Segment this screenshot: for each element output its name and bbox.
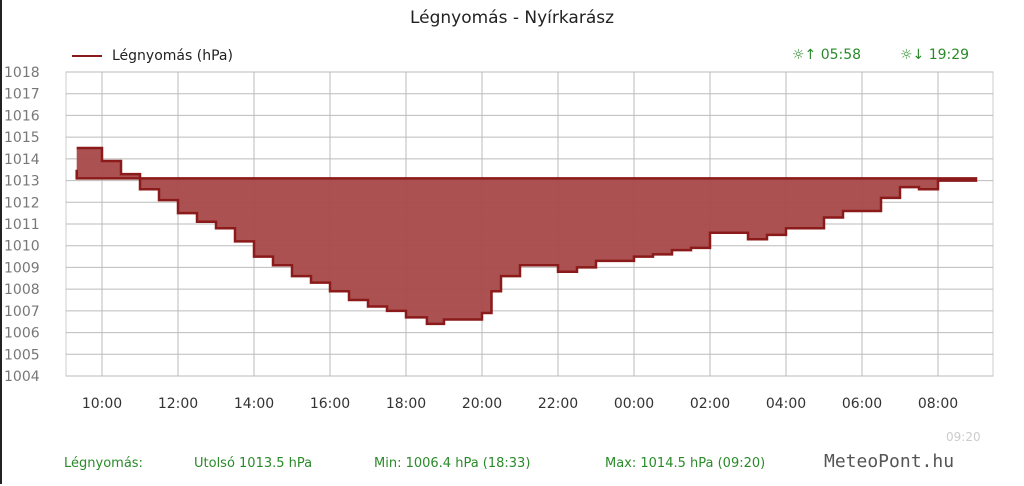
y-tick-label: 1005 — [4, 347, 40, 363]
sunrise-time: ☼↑ 05:58 — [792, 47, 862, 63]
y-tick-label: 1016 — [4, 108, 40, 124]
footer-last: Utolsó 1013.5 hPa — [194, 456, 313, 471]
x-tick-label: 06:00 — [842, 396, 882, 412]
x-tick-label: 02:00 — [690, 396, 730, 412]
x-tick-label: 16:00 — [310, 396, 350, 412]
x-tick-label: 18:00 — [386, 396, 426, 412]
legend-label: Légnyomás (hPa) — [112, 48, 233, 64]
update-time: 09:20 — [946, 430, 981, 444]
y-tick-label: 1009 — [4, 260, 40, 276]
footer-max: Max: 1014.5 hPa (09:20) — [605, 456, 766, 471]
y-tick-label: 1007 — [4, 304, 40, 320]
sunset-time: ☼↓ 19:29 — [900, 47, 970, 63]
footer-min: Min: 1006.4 hPa (18:33) — [374, 456, 531, 471]
y-tick-label: 1014 — [4, 152, 40, 168]
x-tick-label: 04:00 — [766, 396, 806, 412]
y-tick-label: 1015 — [4, 130, 40, 146]
y-tick-label: 1018 — [4, 65, 40, 81]
y-tick-label: 1011 — [4, 217, 40, 233]
pressure-chart: 1018 1017 1016 1015 1014 1013 1012 1011 1010 1009… — [4, 65, 994, 412]
x-tick-label: 10:00 — [82, 396, 122, 412]
x-tick-label: 08:00 — [918, 396, 958, 412]
pressure-line — [75, 146, 978, 326]
y-tick-label: 1013 — [4, 174, 40, 190]
x-tick-label: 22:00 — [538, 396, 578, 412]
x-tick-label: 12:00 — [158, 396, 198, 412]
y-tick-label: 1012 — [4, 195, 40, 211]
y-tick-label: 1010 — [4, 239, 40, 255]
x-tick-label: 20:00 — [462, 396, 502, 412]
brand-logo: MeteoPont.hu — [824, 451, 955, 472]
chart-title: Légnyomás - Nyírkarász — [409, 8, 615, 28]
x-tick-label: 14:00 — [234, 396, 274, 412]
y-tick-label: 1017 — [4, 87, 40, 103]
y-tick-label: 1006 — [4, 326, 40, 342]
y-tick-label: 1008 — [4, 282, 40, 298]
x-tick-label: 00:00 — [614, 396, 654, 412]
legend-swatch — [72, 55, 102, 57]
pressure-area — [76, 148, 976, 376]
footer-label: Légnyomás: — [64, 456, 143, 471]
legend[interactable]: Légnyomás (hPa) — [72, 48, 233, 64]
y-tick-label: 1004 — [4, 369, 40, 385]
